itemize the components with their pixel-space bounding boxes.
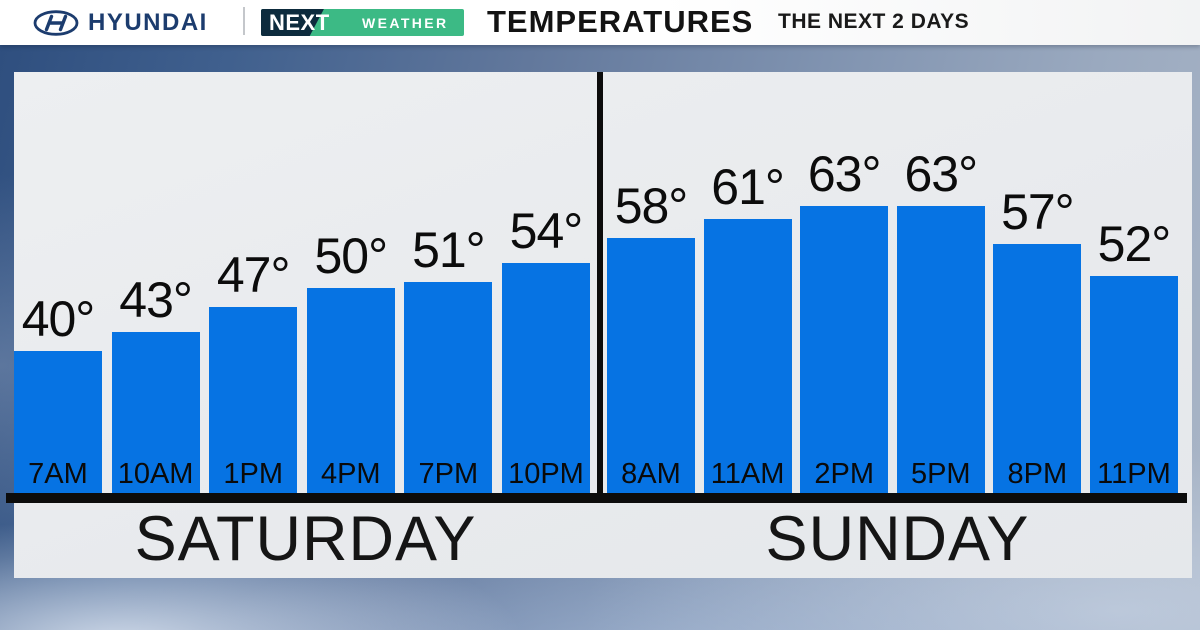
temp-value-label: 58° — [614, 178, 689, 234]
temp-value-label: 61° — [711, 159, 785, 215]
temp-value-label: 43° — [119, 272, 193, 328]
time-label: 11AM — [710, 458, 785, 490]
badge-weather-label: WEATHER — [362, 15, 449, 31]
saturday-bars-group: 40° 7AM 43° 10AM 47° 1PM 50° 4PM 51° 7PM 54° 10PM — [14, 72, 590, 493]
temp-bar-column: 58° 8AM — [607, 181, 695, 493]
temp-value-label: 63° — [904, 146, 978, 202]
temp-bar: 8PM — [993, 244, 1082, 493]
temp-bar-column: 50° 4PM — [306, 228, 395, 493]
temp-value-label: 54° — [509, 203, 584, 259]
time-label: 10PM — [508, 458, 584, 490]
temp-bar: 2PM — [800, 206, 889, 493]
temp-bar: 11AM — [703, 219, 792, 493]
temp-bar: 7AM — [14, 351, 102, 493]
time-label: 4PM — [320, 458, 381, 490]
temp-bar-column: 51° 7PM — [404, 222, 493, 493]
time-label: 8AM — [621, 458, 681, 490]
temp-bar-column: 57° 8PM — [993, 184, 1082, 493]
time-label: 1PM — [223, 458, 283, 490]
temp-bar-column: 63° 2PM — [800, 146, 889, 493]
sunday-bars-group: 58° 8AM 61° 11AM 63° 2PM 63° 5PM 57° 8PM 52° 11PM — [607, 72, 1178, 493]
temp-value-label: 50° — [314, 228, 388, 284]
next-weather-badge: NEXT WEATHER — [261, 9, 464, 36]
temp-value-label: 51° — [412, 222, 486, 278]
page-subtitle: THE NEXT 2 DAYS — [778, 10, 970, 33]
sunday-label: SUNDAY — [765, 503, 1030, 574]
temp-bar-column: 63° 5PM — [896, 146, 985, 493]
hyundai-logo-icon — [33, 9, 79, 36]
temp-value-label: 47° — [216, 247, 291, 303]
day-divider-line — [597, 72, 603, 499]
time-label: 8PM — [1007, 458, 1068, 490]
temp-bar: 10AM — [111, 332, 200, 493]
temp-bar-column: 61° 11AM — [703, 159, 792, 493]
temp-bar-column: 40° 7AM — [14, 294, 102, 493]
time-label: 11PM — [1097, 458, 1171, 490]
temp-bar: 7PM — [404, 282, 493, 493]
time-label: 7PM — [418, 458, 479, 490]
temp-value-label: 63° — [807, 146, 882, 202]
temp-bar-column: 47° 1PM — [209, 247, 298, 493]
time-label: 2PM — [814, 458, 874, 490]
temp-bar: 1PM — [209, 307, 298, 493]
temp-bar-column: 43° 10AM — [111, 272, 200, 493]
time-label: 5PM — [910, 458, 971, 490]
hyundai-brand: HYUNDAI — [33, 0, 208, 45]
temp-bar: 4PM — [306, 288, 395, 493]
temp-bar-column: 52° 11PM — [1089, 216, 1178, 493]
temp-bar: 8AM — [607, 238, 695, 493]
temp-bar: 5PM — [896, 206, 985, 493]
temp-bar-column: 54° 10PM — [501, 203, 590, 493]
temp-value-label: 57° — [1001, 184, 1075, 240]
temp-bar: 10PM — [501, 263, 590, 493]
badge-next-label: NEXT — [269, 10, 330, 35]
header-divider — [243, 7, 245, 35]
temp-value-label: 40° — [21, 291, 96, 347]
page-title: TEMPERATURES — [487, 4, 754, 39]
hyundai-wordmark: HYUNDAI — [88, 8, 208, 36]
saturday-label: SATURDAY — [134, 503, 477, 574]
time-label: 7AM — [28, 458, 88, 490]
temp-value-label: 52° — [1097, 216, 1172, 272]
header-bar: HYUNDAI NEXT WEATHER TEMPERATURES THE NE… — [0, 0, 1200, 45]
time-label: 10AM — [117, 458, 194, 490]
temp-bar: 11PM — [1089, 276, 1178, 493]
x-axis-line — [6, 493, 1187, 503]
